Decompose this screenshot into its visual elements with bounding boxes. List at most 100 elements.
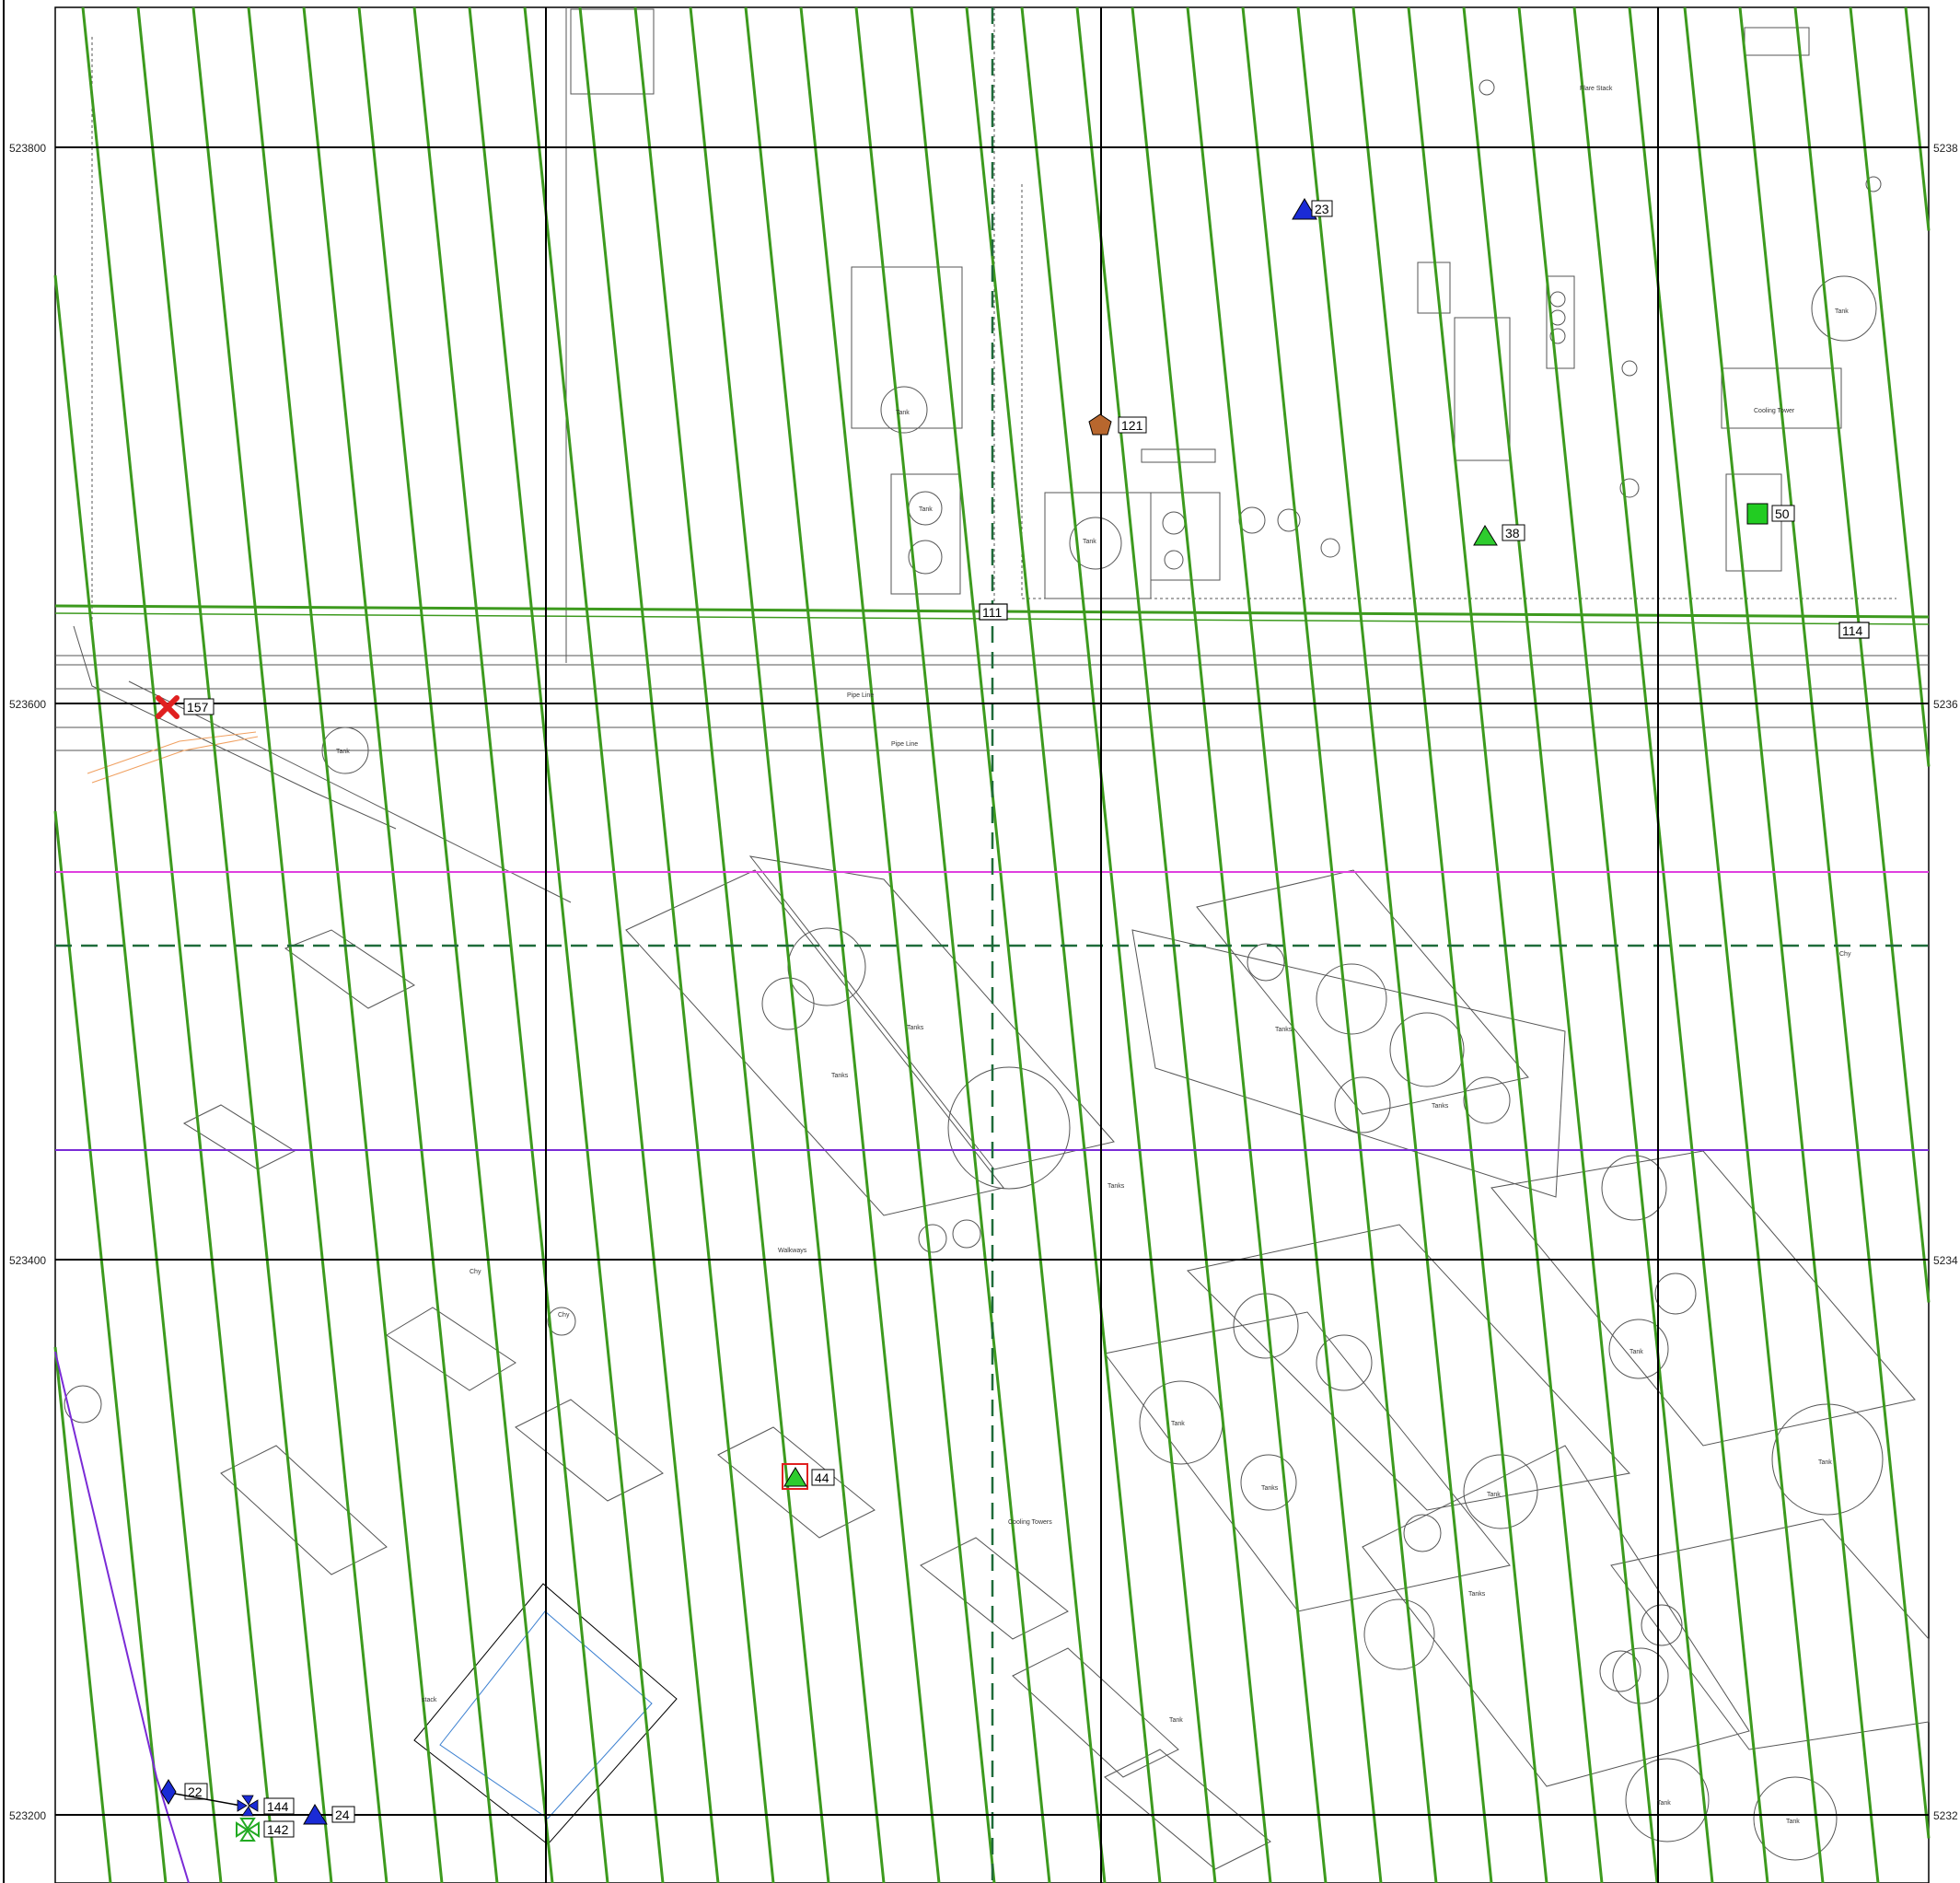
hatch-line — [1683, 6, 1880, 1883]
tank-circle — [1641, 1604, 1683, 1646]
line-label-111[interactable]: 111 — [979, 603, 1008, 621]
building — [1104, 1749, 1271, 1870]
green-triangle-icon[interactable] — [783, 1467, 807, 1487]
map-label: Tank — [919, 506, 933, 513]
tank-circle — [1479, 79, 1495, 96]
marker-44[interactable]: 44 — [782, 1463, 835, 1490]
tank-circle — [64, 1385, 102, 1424]
blue-triangle-icon[interactable] — [1292, 198, 1317, 220]
hatch-line — [1738, 6, 1931, 1839]
bund — [1490, 1150, 1916, 1447]
map-label: Tanks — [1261, 1485, 1279, 1492]
tank-circle — [1247, 943, 1285, 982]
marker-121[interactable]: 121 — [1088, 413, 1147, 436]
cooling-tower-building — [1721, 367, 1842, 429]
tank-circle — [952, 1219, 981, 1249]
tank-circle — [321, 726, 369, 774]
tank-circle — [547, 1307, 576, 1336]
tank-circle — [1608, 1319, 1669, 1379]
northing-label-right: 5234 — [1933, 1254, 1958, 1267]
hatch-line — [1793, 6, 1931, 1303]
tank-compound — [890, 473, 961, 595]
blue-diamond-icon[interactable] — [160, 1779, 177, 1805]
svg-text:144: 144 — [267, 1799, 289, 1814]
hatch-line — [81, 6, 278, 1883]
tank-circle — [1164, 550, 1184, 570]
line-label-114[interactable]: 114 — [1838, 622, 1870, 639]
red-cross-icon[interactable] — [156, 695, 180, 719]
map-label: Pipe Line — [847, 692, 874, 699]
green-maltese-cross-icon[interactable] — [236, 1818, 260, 1842]
tank-circle — [1753, 1776, 1838, 1861]
road-edge — [73, 625, 397, 830]
marker-157[interactable]: 157 — [156, 695, 215, 719]
bund — [1186, 1224, 1630, 1511]
hatch-line — [1296, 6, 1493, 1883]
tank-circle — [918, 1224, 947, 1253]
building — [284, 929, 415, 1009]
marker-144[interactable]: 144 — [237, 1795, 295, 1817]
bund — [1610, 1518, 1930, 1750]
building — [1725, 473, 1782, 572]
northing-label-right: 5236 — [1933, 698, 1958, 711]
marker-50[interactable]: 50 — [1746, 503, 1795, 525]
svg-text:50: 50 — [1775, 506, 1790, 521]
hatch-line — [1241, 6, 1438, 1883]
bund — [1362, 1445, 1750, 1787]
tank-circle — [1621, 360, 1638, 377]
hatch-line — [53, 1346, 112, 1883]
tank-circle — [947, 1066, 1071, 1190]
marker-38[interactable]: 38 — [1473, 524, 1525, 546]
map-label: Cooling Towers — [1008, 1519, 1052, 1526]
marker-23[interactable]: 23 — [1292, 198, 1333, 220]
northing-label: 523400 — [9, 1254, 46, 1267]
tank-circle — [1811, 275, 1877, 342]
tank-circle — [1463, 1454, 1538, 1529]
hatch-line — [136, 6, 333, 1883]
svg-text:23: 23 — [1315, 202, 1329, 216]
map-label: Chy — [1839, 951, 1851, 958]
svg-text:22: 22 — [188, 1784, 203, 1799]
tank-circle — [1320, 538, 1340, 558]
road-edge — [128, 680, 572, 903]
map-label: Tank — [336, 749, 350, 755]
hatch-line — [854, 6, 1051, 1883]
northing-label: 523600 — [9, 698, 46, 711]
tank-circle — [1601, 1155, 1667, 1221]
bund — [1196, 869, 1529, 1115]
green-triangle-icon[interactable] — [1473, 525, 1498, 546]
map-label: Tanks — [831, 1073, 849, 1079]
map-label: Tank — [896, 410, 910, 416]
green-square-icon[interactable] — [1746, 503, 1769, 525]
northing-label-right: 5238 — [1933, 142, 1958, 155]
map-label: Flare Stack — [1580, 86, 1613, 92]
map-label: Tanks — [907, 1025, 924, 1031]
building — [717, 1426, 876, 1539]
bund — [625, 869, 1004, 1216]
blue-triangle-icon[interactable] — [303, 1804, 328, 1825]
hatch-line — [1186, 6, 1383, 1883]
marker-22[interactable]: 22 — [160, 1779, 208, 1805]
red-frame-icon — [782, 1463, 808, 1490]
svg-text:38: 38 — [1505, 526, 1520, 540]
tank-circle — [1389, 1012, 1465, 1087]
stack-inner-outline — [439, 1610, 653, 1819]
purple-diagonal-line — [54, 1351, 190, 1883]
building — [515, 1399, 664, 1502]
blue-maltese-cross-icon[interactable] — [237, 1795, 259, 1817]
hatch-line — [468, 6, 665, 1883]
building — [1454, 317, 1511, 461]
hatch-line — [1572, 6, 1769, 1883]
map-label: Chy — [558, 1312, 570, 1319]
marker-24[interactable]: 24 — [303, 1804, 355, 1825]
marker-142[interactable]: 142 — [236, 1818, 295, 1842]
northing-label: 523200 — [9, 1809, 46, 1822]
tank-circle — [1599, 1650, 1641, 1692]
tank-compound — [1150, 492, 1221, 581]
hatch-line — [1628, 6, 1825, 1883]
tank-circle — [761, 977, 815, 1030]
brown-pentagon-icon[interactable] — [1088, 413, 1112, 436]
svg-text:142: 142 — [267, 1822, 289, 1837]
